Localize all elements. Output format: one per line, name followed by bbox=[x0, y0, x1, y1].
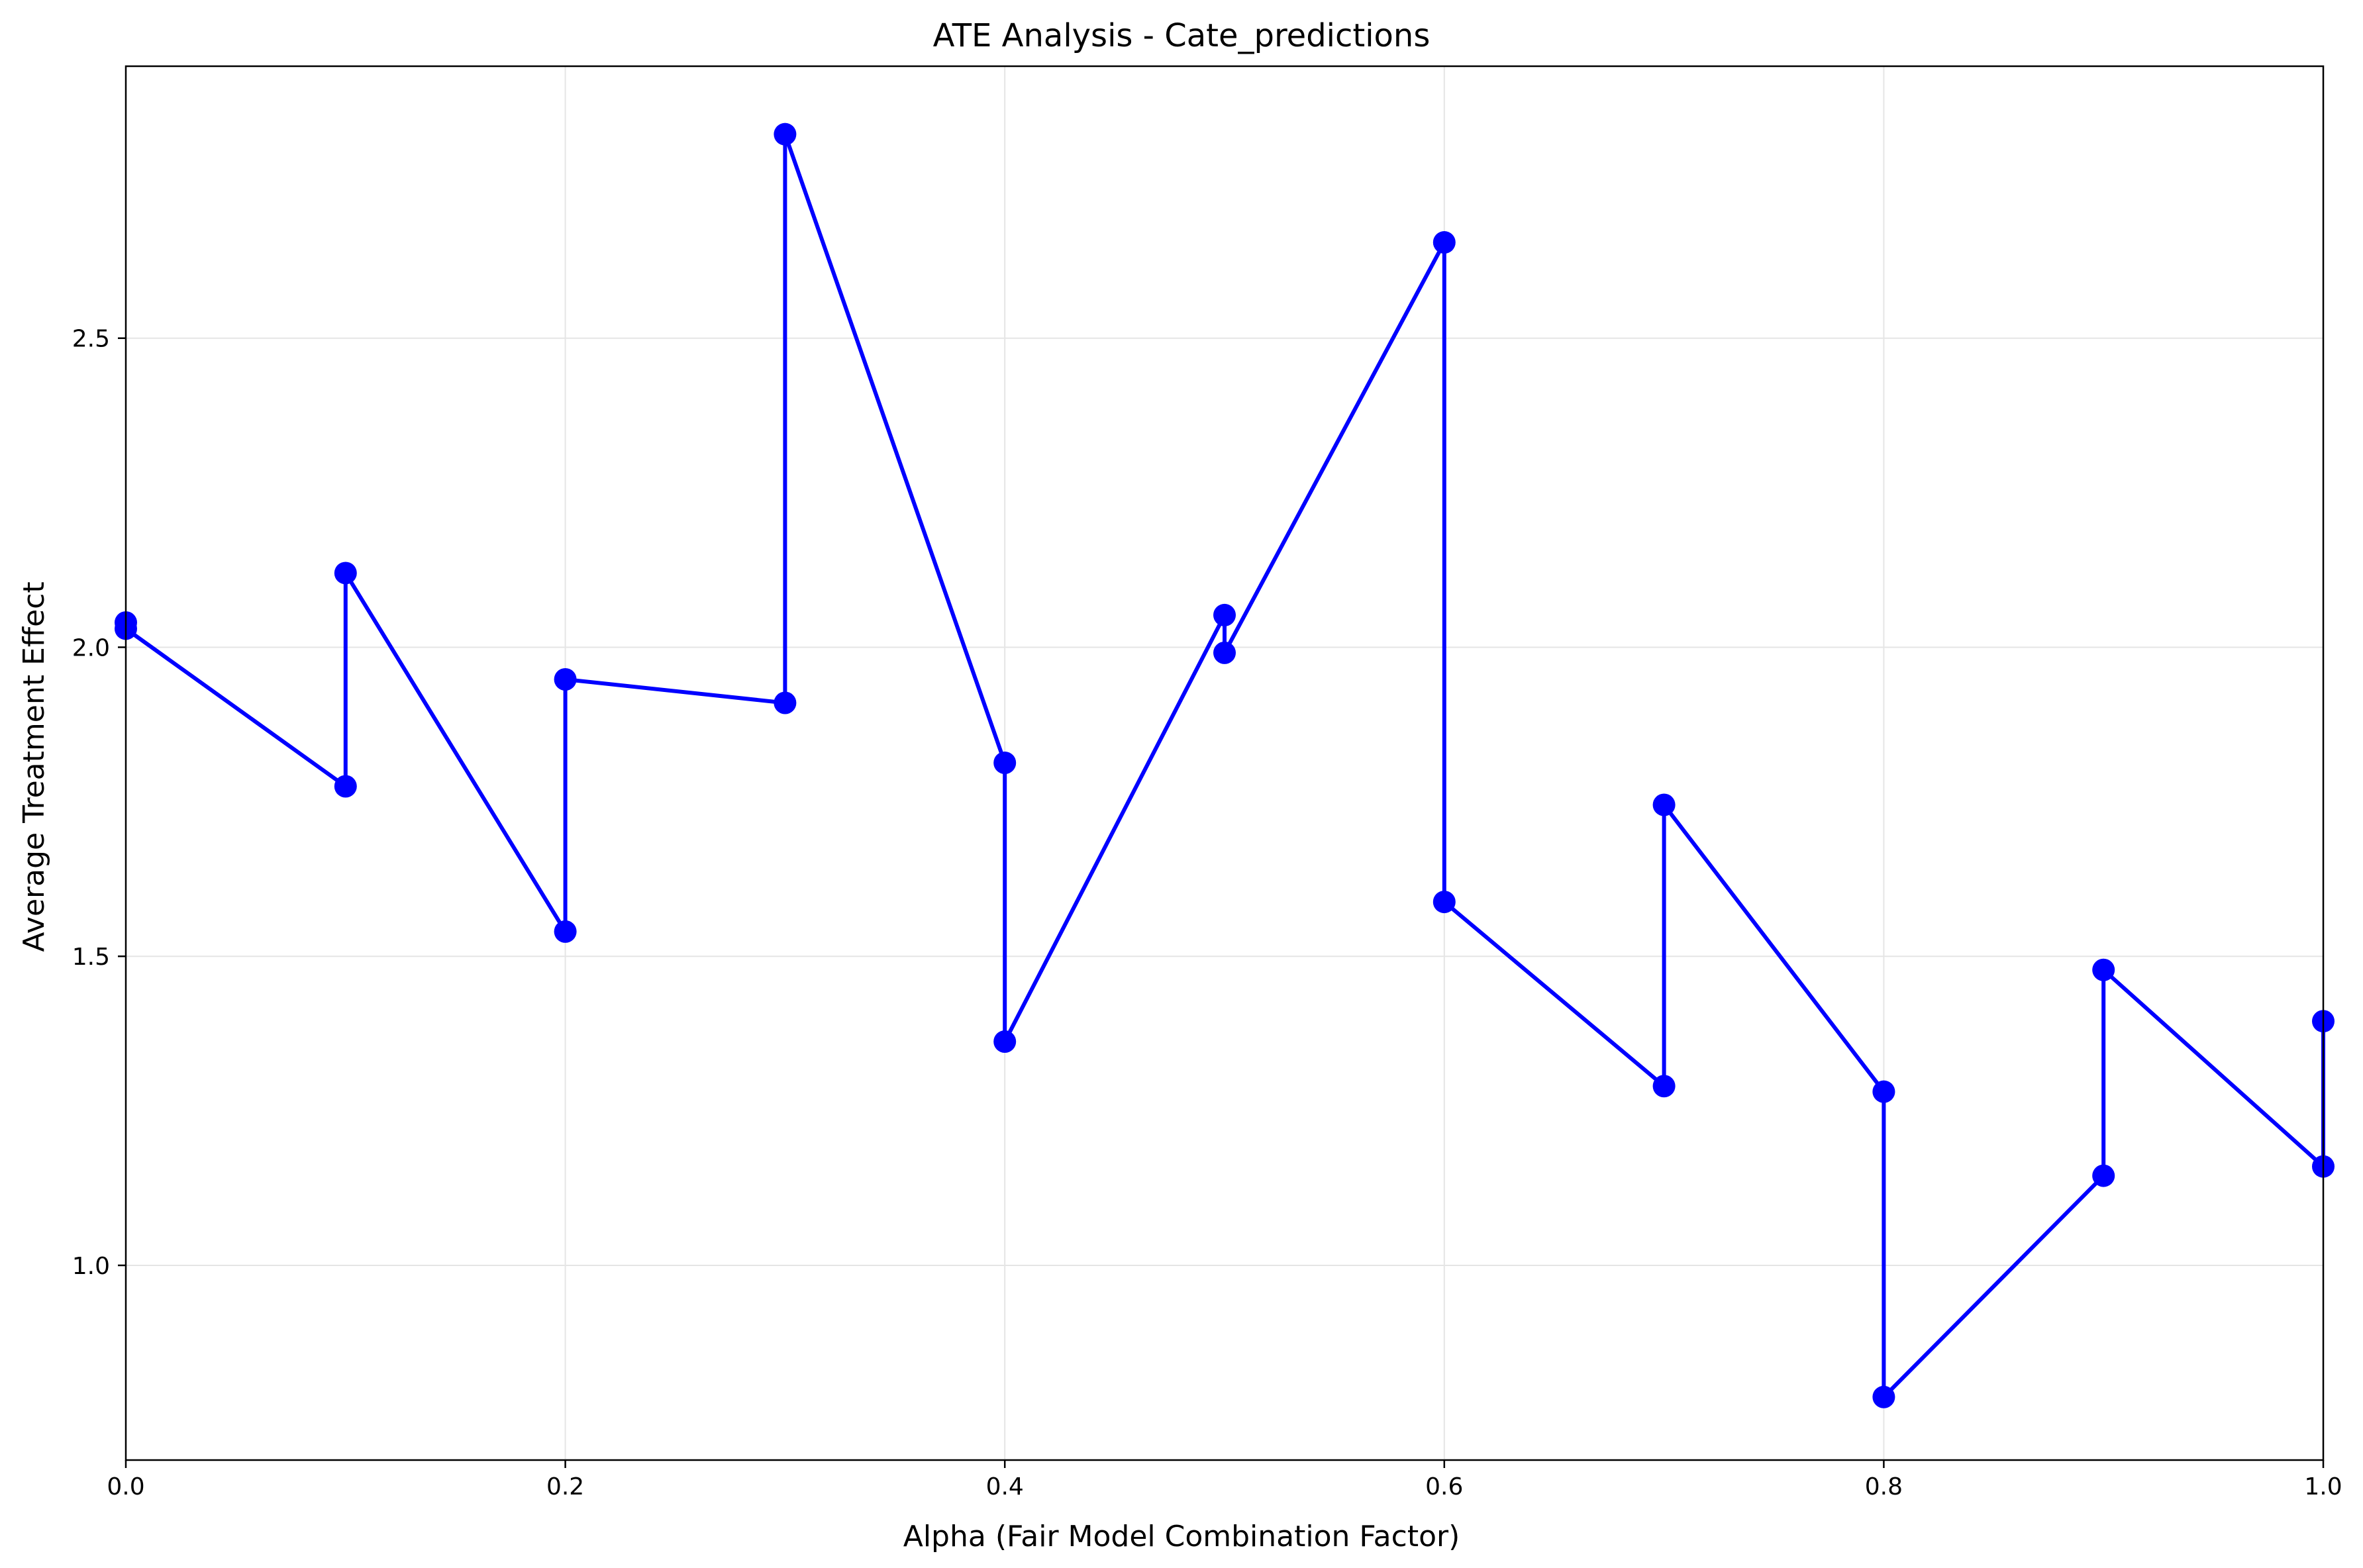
data-point-17 bbox=[1872, 1385, 1895, 1408]
y-tick-label-2: 2.0 bbox=[72, 634, 110, 662]
data-point-14 bbox=[1652, 1075, 1676, 1098]
y-axis-ticks: 1.0 1.5 2.0 2.5 bbox=[72, 326, 126, 1280]
data-point-3 bbox=[334, 562, 357, 585]
y-tick-label-3: 2.5 bbox=[72, 326, 110, 353]
data-point-12 bbox=[1433, 231, 1456, 254]
x-tick-label-4: 0.8 bbox=[1865, 1473, 1903, 1500]
x-axis-label: Alpha (Fair Model Combination Factor) bbox=[903, 1520, 1460, 1553]
data-point-18 bbox=[2092, 1164, 2115, 1187]
data-point-15 bbox=[1652, 793, 1676, 816]
series-layer bbox=[115, 122, 2335, 1408]
x-axis-ticks: 0.0 0.2 0.4 0.6 0.8 1.0 bbox=[107, 1460, 2342, 1500]
x-tick-label-0: 0.0 bbox=[107, 1473, 144, 1500]
y-tick-label-0: 1.0 bbox=[72, 1253, 110, 1280]
data-point-19 bbox=[2092, 958, 2115, 981]
x-tick-label-3: 0.6 bbox=[1425, 1473, 1463, 1500]
series-line-0 bbox=[124, 132, 2325, 1399]
data-point-10 bbox=[1213, 603, 1236, 626]
plot-frame bbox=[125, 65, 2325, 1461]
data-point-4 bbox=[554, 920, 577, 943]
data-point-6 bbox=[774, 691, 797, 714]
data-point-5 bbox=[554, 668, 577, 691]
y-tick-label-1: 1.5 bbox=[72, 944, 110, 971]
data-point-7 bbox=[774, 122, 797, 146]
x-tick-label-2: 0.4 bbox=[986, 1473, 1024, 1500]
data-point-13 bbox=[1433, 891, 1456, 914]
data-point-2 bbox=[334, 775, 357, 798]
x-tick-label-1: 0.2 bbox=[546, 1473, 584, 1500]
data-point-9 bbox=[993, 1030, 1017, 1054]
x-tick-label-5: 1.0 bbox=[2304, 1473, 2342, 1500]
data-point-16 bbox=[1872, 1080, 1895, 1103]
data-point-11 bbox=[1213, 641, 1236, 664]
y-axis-label: Average Treatment Effect bbox=[17, 581, 51, 952]
data-point-8 bbox=[993, 752, 1017, 775]
chart-title: ATE Analysis - Cate_predictions bbox=[933, 17, 1431, 54]
